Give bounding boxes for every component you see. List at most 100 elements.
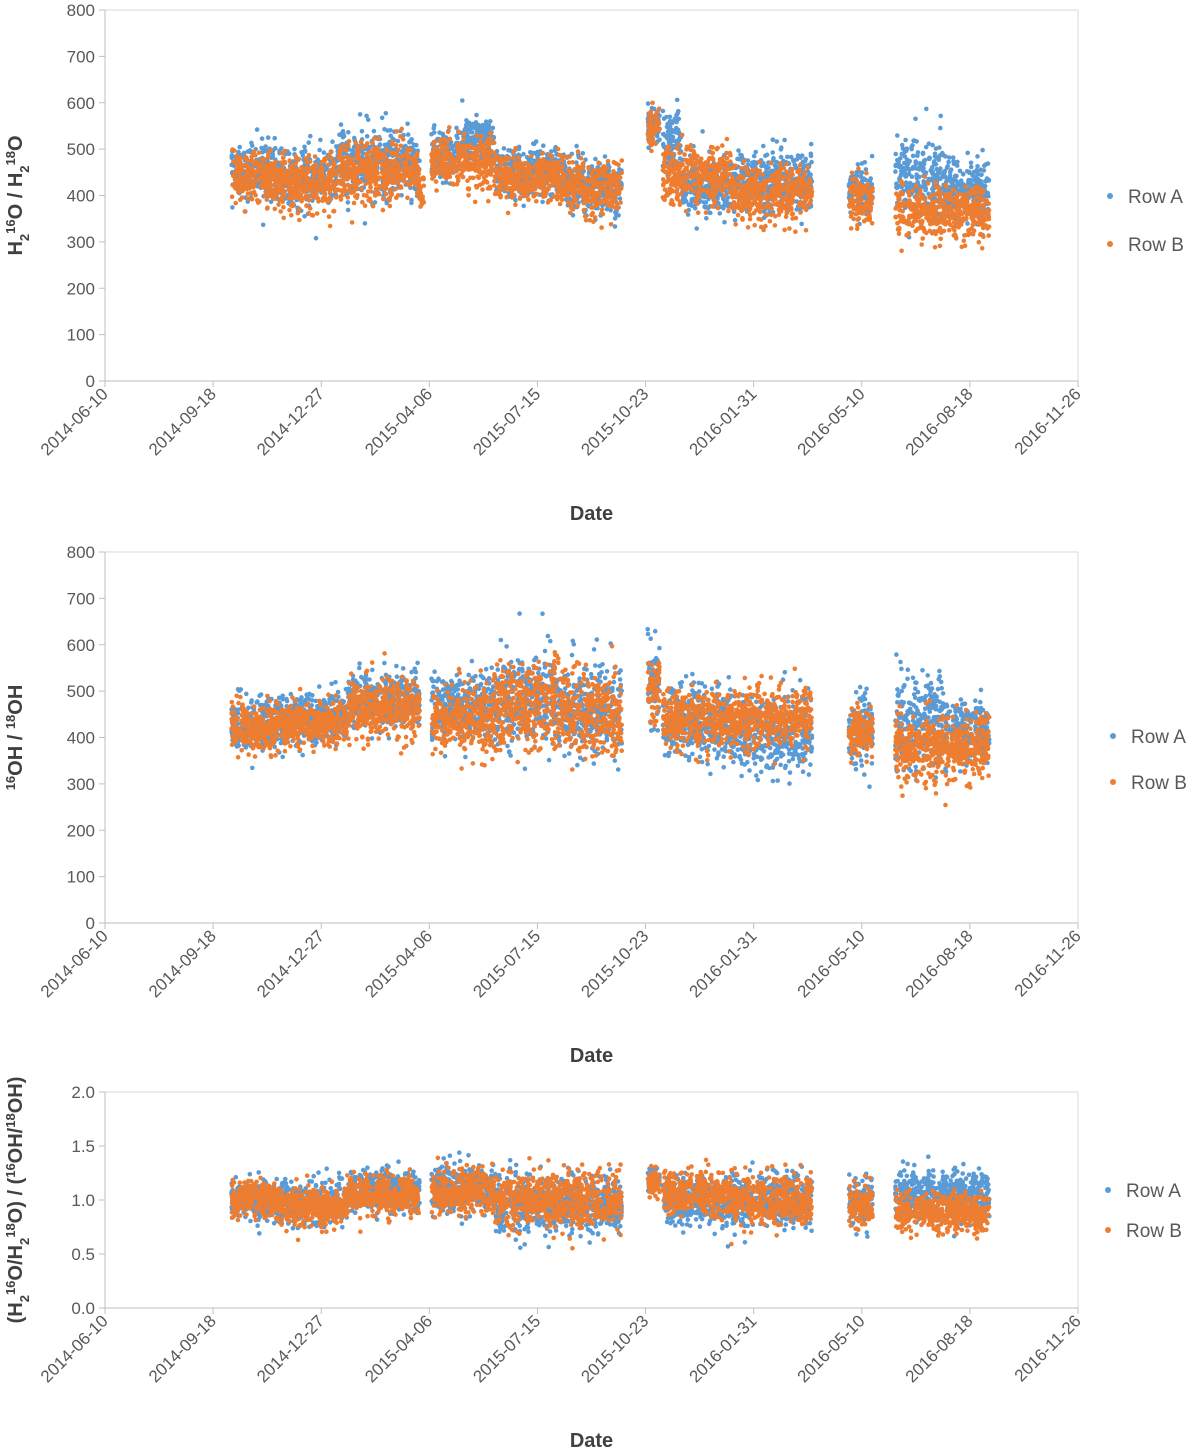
y-axis-title-part: O / H: [5, 173, 27, 220]
data-point: [580, 151, 586, 156]
data-point: [467, 145, 473, 151]
data-point: [242, 209, 248, 214]
data-point: [722, 200, 728, 205]
data-point: [360, 169, 365, 174]
data-point: [461, 137, 467, 142]
data-point: [545, 200, 551, 205]
data-point: [327, 168, 333, 174]
data-point: [466, 120, 472, 126]
data-point: [488, 136, 494, 141]
data-point: [511, 155, 516, 161]
data-point: [239, 166, 244, 171]
data-point: [947, 169, 953, 175]
data-point: [616, 213, 621, 218]
data-point: [481, 169, 486, 175]
data-point: [950, 155, 956, 160]
data-point: [543, 180, 549, 186]
data-point: [352, 173, 358, 179]
data-point: [965, 150, 970, 156]
data-point: [442, 174, 447, 179]
data-point: [354, 185, 359, 191]
data-point: [297, 217, 302, 223]
data-point: [967, 169, 972, 175]
data-point: [364, 151, 370, 156]
data-point: [809, 159, 814, 165]
data-point: [334, 181, 339, 186]
data-point: [371, 136, 377, 141]
data-point: [297, 173, 303, 179]
data-point: [327, 223, 333, 229]
data-point: [774, 139, 780, 144]
data-point: [516, 155, 522, 161]
data-point: [694, 226, 699, 231]
data-point: [393, 175, 398, 180]
data-point: [945, 177, 950, 183]
data-point: [540, 150, 545, 156]
data-point: [265, 154, 271, 160]
data-point: [358, 179, 363, 185]
data-point: [282, 148, 288, 154]
data-point: [380, 207, 386, 213]
data-point: [399, 193, 404, 198]
data-point: [903, 137, 908, 143]
data-point: [795, 153, 801, 158]
data-point: [293, 154, 299, 159]
data-point: [352, 135, 357, 141]
data-point: [385, 175, 390, 181]
data-point: [501, 146, 507, 151]
data-point: [231, 159, 236, 164]
data-point: [923, 144, 929, 150]
data-point: [307, 206, 313, 211]
data-point: [764, 166, 769, 172]
data-point: [461, 167, 467, 172]
data-point: [735, 156, 740, 162]
data-point: [300, 153, 306, 158]
data-point: [968, 160, 974, 166]
data-point: [329, 173, 335, 178]
data-point: [240, 178, 245, 184]
x-axis-title: Date: [570, 503, 613, 525]
data-point: [304, 178, 310, 184]
data-point: [439, 163, 444, 168]
data-point: [396, 147, 401, 153]
data-point: [472, 139, 478, 145]
data-point: [732, 217, 738, 223]
data-point: [314, 211, 320, 216]
data-point: [470, 175, 476, 181]
data-point: [342, 183, 347, 189]
data-point: [245, 196, 251, 202]
data-point: [513, 145, 518, 151]
data-point: [433, 155, 438, 160]
data-point: [383, 154, 388, 160]
data-point: [911, 138, 916, 144]
y-tick-label: 300: [67, 233, 95, 252]
data-point: [490, 125, 496, 131]
data-point: [930, 176, 935, 181]
data-point: [268, 199, 274, 205]
data-point: [913, 159, 918, 164]
data-point: [345, 207, 351, 213]
data-point: [413, 163, 418, 168]
data-point: [417, 188, 423, 194]
data-point: [943, 154, 948, 159]
data-point: [300, 184, 305, 189]
data-point: [531, 193, 537, 199]
x-tick-label: 2014-12-27: [253, 384, 328, 459]
data-point: [273, 169, 279, 174]
data-point: [492, 183, 497, 188]
data-point: [602, 154, 608, 159]
data-point: [492, 178, 497, 184]
data-point: [342, 174, 347, 179]
y-axis-title-part: 2: [17, 165, 32, 172]
data-point: [544, 173, 550, 179]
y-axis-title-part: 16: [3, 219, 18, 233]
data-point: [346, 139, 352, 144]
data-point: [894, 184, 899, 189]
x-tick-label: 2014-06-10: [37, 384, 112, 459]
data-point: [413, 181, 418, 187]
data-point: [917, 164, 922, 170]
data-point: [480, 181, 485, 186]
data-point: [473, 183, 479, 189]
data-point: [480, 187, 485, 192]
